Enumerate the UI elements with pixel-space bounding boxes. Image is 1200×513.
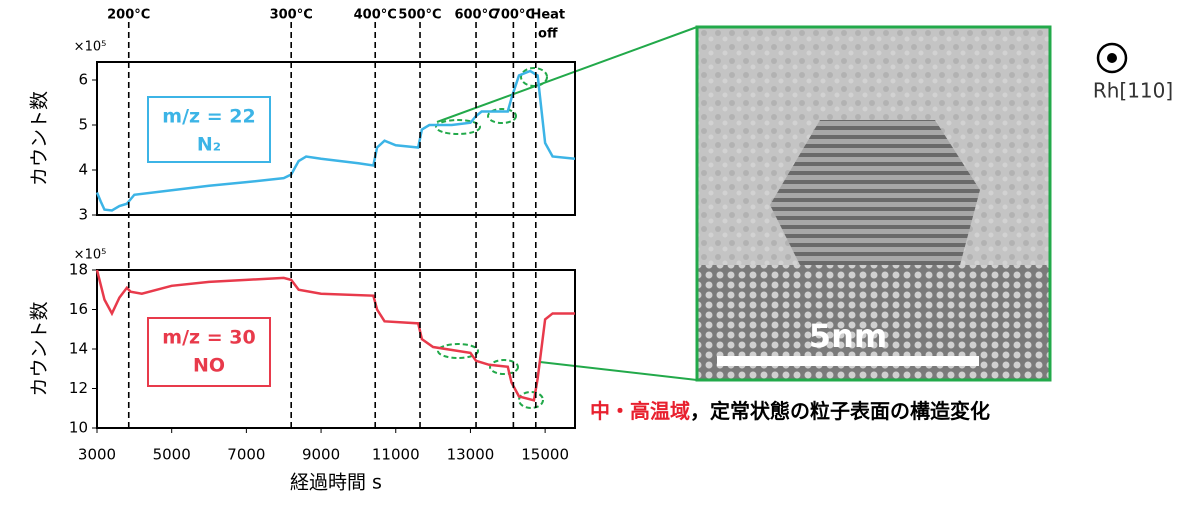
x-tick-label: 11000: [372, 446, 420, 464]
y-tick-label: 4: [78, 161, 88, 179]
x-axis-label: 経過時間 s: [290, 472, 382, 494]
caption: 中・高温域，定常状態の粒子表面の構造変化: [590, 399, 990, 423]
tem-image: [697, 27, 1050, 380]
y-tick-label: 18: [69, 261, 88, 279]
highlight-ellipses: [435, 67, 548, 409]
x-tick-label: 9000: [302, 446, 340, 464]
y-tick-label: 3: [78, 206, 88, 224]
orientation-symbol: [1107, 53, 1117, 63]
temperature-label: Heat: [530, 8, 565, 23]
legend-species: N₂: [197, 134, 221, 156]
x-tick-label: 3000: [78, 446, 116, 464]
zoom-line: [436, 26, 698, 123]
orientation-label: Rh[110]: [1093, 79, 1173, 103]
scale-bar-label: 5nm: [809, 317, 887, 355]
multiplier: ×10⁵: [74, 40, 107, 55]
temperature-label: 300°C: [270, 8, 313, 23]
temperature-label: 400°C: [354, 8, 397, 23]
legend-box: [147, 317, 271, 387]
x-tick-label: 13000: [447, 446, 495, 464]
y-tick-label: 5: [78, 116, 88, 134]
y-tick-label: 6: [78, 71, 88, 89]
y-tick-label: 16: [69, 300, 88, 318]
y-axis-label: カウント数: [29, 301, 51, 396]
multiplier: ×10⁵: [74, 248, 107, 263]
caption-highlight: 中・高温域: [590, 399, 690, 423]
plot-frame: [96, 61, 576, 216]
legend-name: m/z = 22: [162, 106, 255, 128]
x-tick-label: 7000: [227, 446, 265, 464]
y-tick-label: 12: [69, 379, 88, 397]
image-frame: [695, 25, 1052, 382]
legend-species: NO: [193, 355, 225, 377]
x-tick-label: 15000: [521, 446, 569, 464]
caption-text: ，定常状態の粒子表面の構造変化: [690, 399, 990, 423]
y-tick-label: 14: [69, 340, 88, 358]
temperature-label: 200°C: [107, 8, 150, 23]
zoom-line: [539, 361, 698, 381]
legend-box: [147, 96, 271, 163]
temperature-label: off: [538, 27, 558, 42]
y-axis-label: カウント数: [29, 91, 51, 186]
orientation-symbol: [1096, 42, 1128, 74]
y-tick-label: 10: [69, 419, 88, 437]
data-line: [95, 269, 575, 402]
legend-name: m/z = 30: [162, 327, 255, 349]
temperature-label: 600°C: [454, 8, 497, 23]
temperature-label: 700°C: [492, 8, 535, 23]
x-tick-label: 5000: [153, 446, 191, 464]
temperature-label: 500°C: [398, 8, 441, 23]
